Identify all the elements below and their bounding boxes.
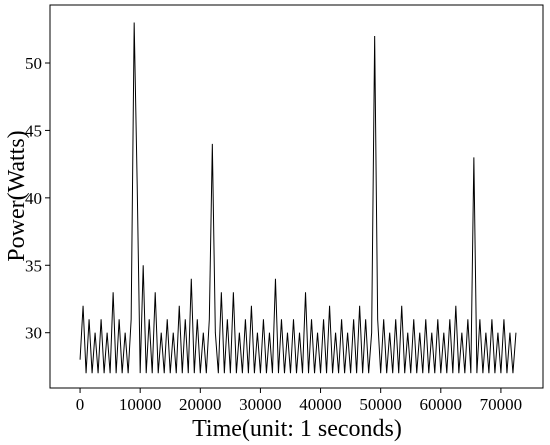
y-axis-label: Power(Watts) [4,130,30,261]
x-tick-label: 70000 [480,395,523,414]
x-tick-label: 20000 [179,395,222,414]
plot-frame [49,4,544,389]
x-tick-label: 10000 [119,395,162,414]
x-tick-label: 60000 [420,395,463,414]
y-tick-label: 40 [25,189,42,208]
x-tick-label: 40000 [299,395,342,414]
y-tick-label: 45 [25,121,42,140]
x-axis-label: Time(unit: 1 seconds) [192,416,402,442]
x-tick-label: 30000 [239,395,282,414]
x-tick-label: 50000 [359,395,402,414]
x-tick-label: 0 [76,395,85,414]
y-tick-label: 35 [25,256,42,275]
power-line [79,22,517,374]
y-tick-label: 50 [25,54,42,73]
y-tick-label: 30 [25,324,42,343]
